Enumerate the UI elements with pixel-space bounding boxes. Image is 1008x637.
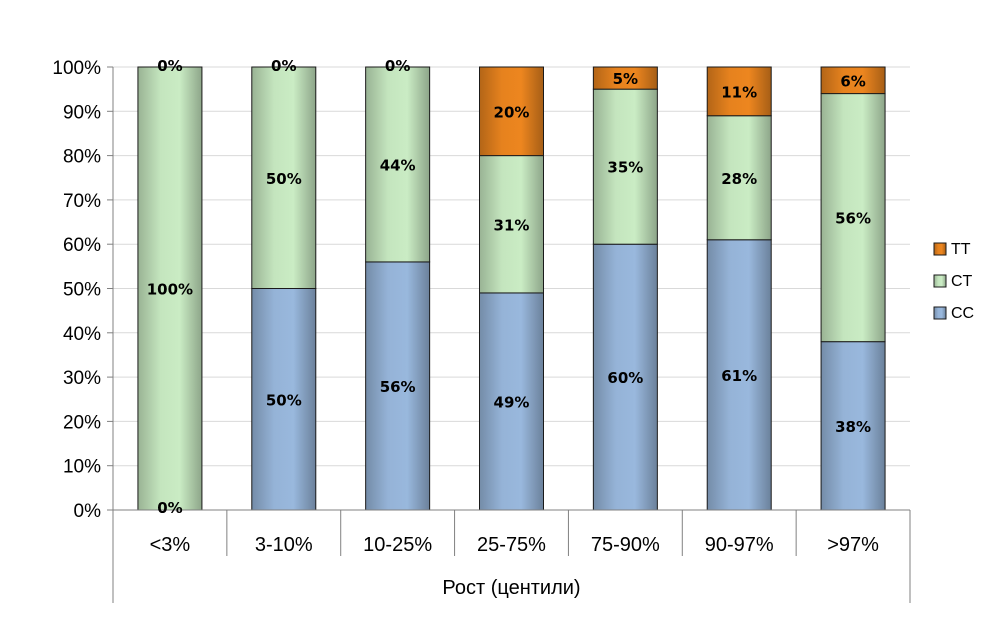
y-tick-label: 20% xyxy=(63,412,101,433)
bar-segment-cc xyxy=(592,243,658,511)
data-label-tt: 11% xyxy=(721,83,757,101)
data-label-tt: 0% xyxy=(271,57,296,75)
data-label-ct: 100% xyxy=(147,281,193,299)
y-tick-label: 80% xyxy=(63,147,101,168)
category-label: 3-10% xyxy=(255,534,313,556)
data-label-cc: 38% xyxy=(835,418,871,436)
y-tick-label: 60% xyxy=(63,235,101,256)
y-tick-label: 50% xyxy=(63,280,101,301)
legend-swatch-ct xyxy=(933,274,947,288)
bar-segment-tt xyxy=(479,66,544,157)
bar-segment-tt xyxy=(706,66,772,117)
category-label: 25-75% xyxy=(477,534,546,556)
y-tick-label: 70% xyxy=(63,191,101,212)
legend-label-cc: CC xyxy=(951,305,974,322)
data-label-cc: 61% xyxy=(721,367,757,385)
bar-segment-cc xyxy=(251,288,317,511)
y-tick-label: 30% xyxy=(63,368,101,389)
axes: 0% 10% 20% 30% 40% 50% 60% 70% 80% 90% 100% <3% 3-10… xyxy=(52,58,911,603)
data-label-ct: 56% xyxy=(835,210,871,228)
category-label: >97% xyxy=(827,534,879,556)
data-label-ct: 44% xyxy=(380,156,416,174)
y-tick-label: 100% xyxy=(52,58,101,79)
data-label-tt: 0% xyxy=(385,57,410,75)
data-label-ct: 28% xyxy=(721,170,757,188)
data-labels: 0% 100% 0% 50% 50% 0% 56% 44% 0% 49% 31% 20% 60% 35% 5… xyxy=(147,57,871,517)
data-label-cc: 50% xyxy=(266,391,302,409)
legend-label-tt: TT xyxy=(951,241,971,258)
data-label-tt: 0% xyxy=(157,57,182,75)
data-label-cc: 49% xyxy=(494,393,530,411)
legend-label-ct: CT xyxy=(951,273,973,290)
bar-segment-ct xyxy=(479,155,544,294)
data-label-ct: 35% xyxy=(607,159,643,177)
data-label-tt: 20% xyxy=(494,103,530,121)
legend-swatch-tt xyxy=(933,242,947,256)
legend-swatch-cc xyxy=(933,306,947,320)
x-axis-title: Рост (центили) xyxy=(442,577,580,599)
category-label: <3% xyxy=(150,534,191,556)
bar-segment-tt xyxy=(592,66,658,90)
category-label: 75-90% xyxy=(591,534,660,556)
category-label: 10-25% xyxy=(363,534,432,556)
legend: TT CT CC xyxy=(933,241,974,322)
category-label: 90-97% xyxy=(705,534,774,556)
y-tick-label: 10% xyxy=(63,457,101,478)
y-tick-label: 0% xyxy=(74,501,102,522)
bar-segment-ct xyxy=(251,66,317,289)
bar-segment-ct xyxy=(365,66,431,263)
data-label-cc: 0% xyxy=(157,499,182,517)
y-tick-label: 40% xyxy=(63,324,101,345)
bar-segment-ct xyxy=(137,66,203,511)
bar-segment-ct xyxy=(706,115,772,241)
bar-segment-ct xyxy=(592,88,658,245)
bar-segment-ct xyxy=(820,93,886,343)
data-label-ct: 50% xyxy=(266,170,302,188)
data-label-ct: 31% xyxy=(494,216,530,234)
bar-segment-cc xyxy=(365,261,431,511)
data-label-cc: 56% xyxy=(380,378,416,396)
data-label-tt: 5% xyxy=(613,70,638,88)
data-label-tt: 6% xyxy=(840,72,865,90)
bars xyxy=(137,66,886,511)
y-tick-label: 90% xyxy=(63,102,101,123)
data-label-cc: 60% xyxy=(607,369,643,387)
bar-segment-cc xyxy=(820,341,886,511)
bar-segment-tt xyxy=(820,66,886,95)
bar-segment-cc xyxy=(479,292,544,511)
